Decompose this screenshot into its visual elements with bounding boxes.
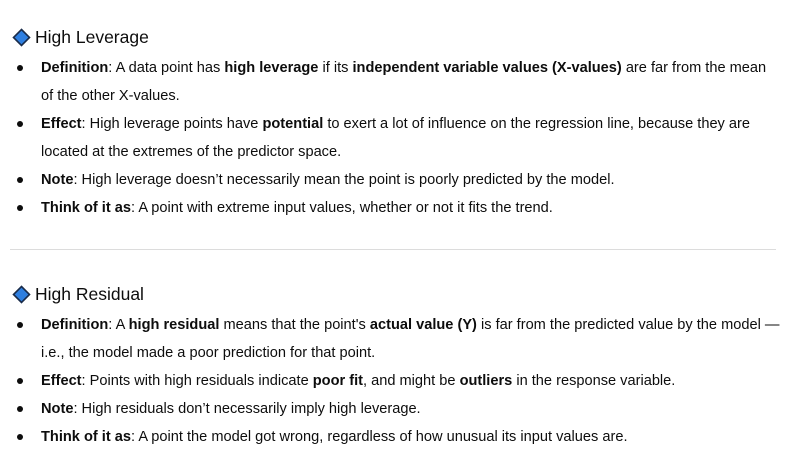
list-item: Definition: A data point has high levera… [12, 54, 782, 110]
section-heading: High Residual [12, 281, 782, 307]
text-run: is far from the predicted value by the m… [41, 317, 780, 361]
bold-text: potential [262, 116, 324, 132]
bold-text: independent variable values (X-values) [352, 60, 622, 76]
bold-text: poor fit [312, 373, 364, 389]
bullet-text: High residuals don’t necessarily imply h… [82, 401, 421, 417]
bullet-label: Definition [41, 60, 109, 76]
list-item: Definition: A high residual means that t… [12, 311, 782, 367]
bullet-dot-icon [17, 378, 23, 384]
bullet-text: A point the model got wrong, regardless … [138, 429, 627, 445]
bullet-dot-icon [17, 177, 23, 183]
section-high-residual: High Residual Definition: A high residua… [12, 281, 782, 451]
bold-text: outliers [459, 373, 513, 389]
bold-text: high leverage [224, 60, 319, 76]
bullet-label: Note [41, 401, 74, 417]
list-item: Effect: Points with high residuals indic… [12, 367, 782, 395]
list-item: Think of it as: A point with extreme inp… [12, 194, 782, 222]
bullet-text: A point with extreme input values, wheth… [138, 200, 553, 216]
bullet-text: Points with high residuals indicate poor… [90, 373, 676, 389]
bullet-text: High leverage doesn’t necessarily mean t… [82, 172, 615, 188]
text-run: , and might be [363, 373, 460, 389]
bullet-dot-icon [17, 205, 23, 211]
bold-text: actual value (Y) [369, 317, 477, 333]
text-run: in the response variable. [512, 373, 676, 389]
bullet-dot-icon [17, 434, 23, 440]
bullet-dot-icon [17, 65, 23, 71]
bullet-label: Note [41, 172, 74, 188]
section-title: High Leverage [35, 26, 149, 47]
section-heading: High Leverage [12, 24, 782, 50]
bullet-label: Think of it as [41, 200, 131, 216]
text-run: High residuals don’t necessarily imply h… [81, 401, 421, 417]
section-title: High Residual [35, 283, 144, 304]
list-item: Think of it as: A point the model got wr… [12, 423, 782, 451]
bullet-label: Think of it as [41, 429, 131, 445]
bold-text: high residual [128, 317, 220, 333]
blue-diamond-icon [12, 27, 31, 47]
text-run: to exert a lot of influence on the regre… [41, 116, 751, 160]
bullet-text: A data point has high leverage if its in… [41, 60, 766, 104]
text-run: Points with high residuals indicate [89, 373, 313, 389]
text-run: A [115, 317, 129, 333]
bullet-dot-icon [17, 322, 23, 328]
list-item: Note: High leverage doesn’t necessarily … [12, 166, 782, 194]
bullet-label: Definition [41, 317, 109, 333]
text-run: are far from the mean of the other X-val… [41, 60, 767, 104]
text-run: means that the point's [219, 317, 370, 333]
bullet-text: High leverage points have potential to e… [41, 116, 750, 160]
bullet-list: Definition: A high residual means that t… [12, 311, 782, 451]
list-item: Effect: High leverage points have potent… [12, 110, 782, 166]
text-run: A point the model got wrong, regardless … [138, 429, 628, 445]
text-run: High leverage doesn’t necessarily mean t… [81, 172, 615, 188]
text-run: A data point has [115, 60, 225, 76]
bullet-list: Definition: A data point has high levera… [12, 54, 782, 222]
bullet-text: A high residual means that the point's a… [41, 317, 779, 361]
text-run: A point with extreme input values, wheth… [138, 200, 553, 216]
bullet-label: Effect [41, 373, 82, 389]
blue-diamond-icon [12, 284, 31, 304]
bullet-dot-icon [17, 121, 23, 127]
section-divider [10, 249, 776, 250]
text-run: if its [318, 60, 353, 76]
list-item: Note: High residuals don’t necessarily i… [12, 395, 782, 423]
bullet-label: Effect [41, 116, 82, 132]
section-high-leverage: High Leverage Definition: A data point h… [12, 24, 782, 222]
text-run: High leverage points have [89, 116, 263, 132]
bullet-dot-icon [17, 406, 23, 412]
